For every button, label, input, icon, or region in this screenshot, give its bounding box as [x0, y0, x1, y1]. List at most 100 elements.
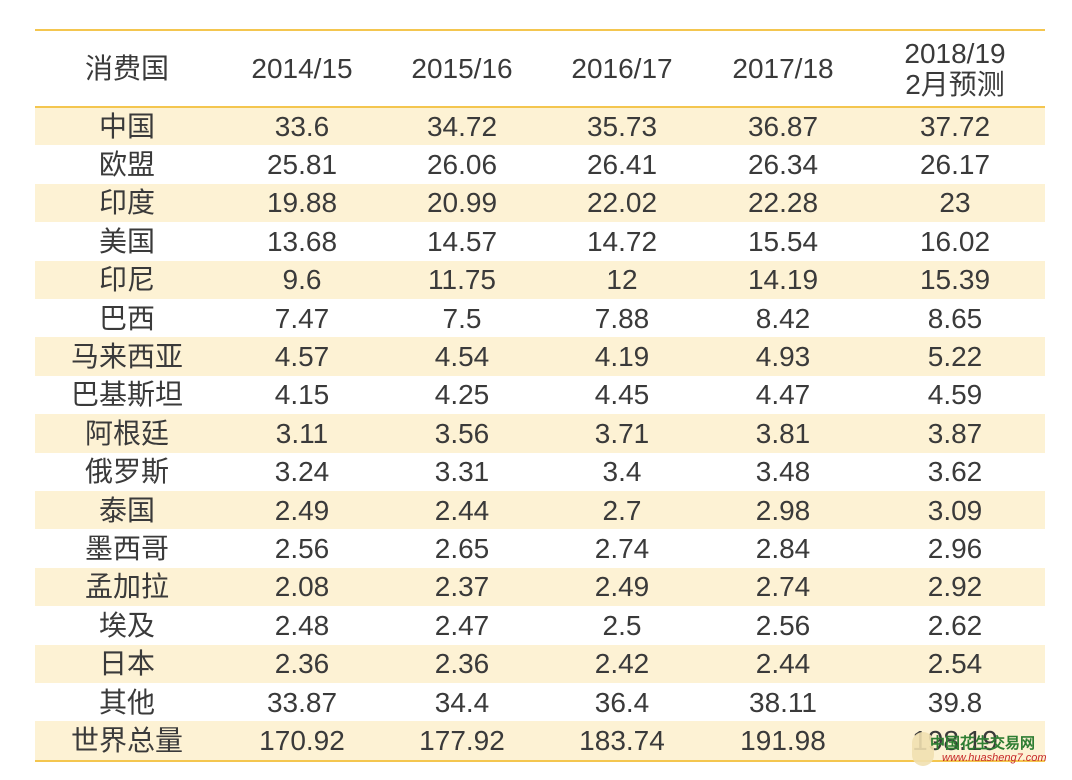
- table-row: 世界总量 170.92 177.92 183.74 191.98 198.19: [35, 721, 1045, 760]
- table-row: 美国 13.68 14.57 14.72 15.54 16.02: [35, 222, 1045, 260]
- value-cell: 2.7: [602, 494, 642, 526]
- value-cell: 37.72: [919, 110, 991, 142]
- table-row: 马来西亚 4.57 4.54 4.19 4.93 5.22: [35, 337, 1045, 376]
- value-cell: 177.92: [419, 725, 505, 757]
- value-cell: 2.36: [434, 648, 490, 680]
- table-row: 俄罗斯 3.24 3.31 3.4 3.48 3.62: [35, 453, 1045, 491]
- value-cell: 9.6: [282, 264, 322, 296]
- value-cell: 2.56: [274, 533, 330, 565]
- header-text: 2014/15: [251, 53, 353, 84]
- value-cell: 2.44: [434, 494, 490, 526]
- value-cell: 36.4: [594, 686, 650, 718]
- value-cell: 3.87: [927, 417, 983, 449]
- value-cell: 22.02: [586, 187, 658, 219]
- value-cell: 4.25: [434, 379, 490, 411]
- value-cell: 7.5: [442, 302, 482, 334]
- value-cell: 2.08: [274, 571, 330, 603]
- table-row: 孟加拉 2.08 2.37 2.49 2.74 2.92: [35, 567, 1045, 607]
- table-row: 泰国 2.49 2.44 2.7 2.98 3.09: [35, 491, 1045, 530]
- value-cell: 3.71: [594, 417, 650, 449]
- value-cell: 15.39: [919, 264, 991, 296]
- country-cell: 世界总量: [70, 725, 183, 757]
- header-row: 消费国 2014/15 2015/16 2016/17 2017/18 2018/19 2月…: [35, 30, 1045, 107]
- value-cell: 26.34: [747, 149, 819, 181]
- value-cell: 2.36: [274, 648, 330, 680]
- header-cell: 消费国: [47, 30, 207, 107]
- country-cell: 马来西亚: [70, 341, 183, 373]
- header-cell: 2016/17: [542, 30, 702, 107]
- value-cell: 25.81: [266, 149, 338, 181]
- value-cell: 170.92: [259, 725, 345, 757]
- value-cell: 26.06: [426, 149, 498, 181]
- header-text: 消费国: [84, 53, 169, 84]
- table-row: 其他 33.87 34.4 36.4 38.11 39.8: [35, 683, 1045, 721]
- value-cell: 34.4: [434, 686, 490, 718]
- country-cell: 印尼: [98, 264, 155, 296]
- header-border: [35, 106, 1045, 108]
- value-cell: 3.48: [755, 456, 811, 488]
- value-cell: 2.84: [755, 533, 811, 565]
- value-cell: 2.5: [602, 609, 642, 641]
- country-cell: 阿根廷: [84, 417, 169, 449]
- header-text: 2016/17: [571, 53, 673, 84]
- value-cell: 4.47: [755, 379, 811, 411]
- value-cell: 3.62: [927, 456, 983, 488]
- value-cell: 2.56: [755, 609, 811, 641]
- header-text: 2月预测: [905, 68, 1005, 100]
- watermark-name: 中国花生交易网: [930, 735, 1036, 752]
- value-cell: 183.74: [579, 725, 665, 757]
- table-row: 欧盟 25.81 26.06 26.41 26.34 26.17: [35, 145, 1045, 183]
- table-row: 中国 33.6 34.72 35.73 36.87 37.72: [35, 107, 1045, 146]
- value-cell: 7.88: [594, 302, 650, 334]
- country-cell: 印度: [98, 187, 155, 219]
- value-cell: 8.42: [755, 302, 811, 334]
- value-cell: 19.88: [266, 187, 338, 219]
- value-cell: 4.93: [755, 341, 811, 373]
- table-bottom-border: [35, 760, 1045, 762]
- value-cell: 2.47: [434, 609, 490, 641]
- table-row: 巴基斯坦 4.15 4.25 4.45 4.47 4.59: [35, 376, 1045, 414]
- value-cell: 2.37: [434, 571, 490, 603]
- value-cell: 2.44: [755, 648, 811, 680]
- watermark-url: www.huasheng7.com: [942, 752, 1047, 764]
- value-cell: 2.92: [927, 571, 983, 603]
- header-cell: 2014/15: [222, 30, 382, 107]
- value-cell: 3.24: [274, 456, 330, 488]
- value-cell: 2.74: [755, 571, 811, 603]
- table-row: 印度 19.88 20.99 22.02 22.28 23: [35, 183, 1045, 223]
- value-cell: 3.81: [755, 417, 811, 449]
- watermark-logo: [912, 732, 934, 766]
- value-cell: 7.47: [274, 302, 330, 334]
- country-cell: 欧盟: [98, 149, 155, 181]
- value-cell: 3.4: [602, 456, 642, 488]
- value-cell: 2.48: [274, 609, 330, 641]
- country-cell: 巴基斯坦: [70, 379, 183, 411]
- value-cell: 2.42: [594, 648, 650, 680]
- table-row: 墨西哥 2.56 2.65 2.74 2.84 2.96: [35, 529, 1045, 567]
- value-cell: 4.15: [274, 379, 330, 411]
- value-cell: 191.98: [740, 725, 826, 757]
- value-cell: 4.54: [434, 341, 490, 373]
- value-cell: 2.74: [594, 533, 650, 565]
- table-row: 印尼 9.6 11.75 12 14.19 15.39: [35, 260, 1045, 299]
- value-cell: 5.22: [927, 341, 983, 373]
- value-cell: 2.96: [927, 533, 983, 565]
- value-cell: 14.19: [747, 264, 819, 296]
- country-cell: 中国: [98, 110, 155, 142]
- country-cell: 美国: [98, 225, 155, 257]
- header-cell: 2017/18: [703, 30, 863, 107]
- country-cell: 墨西哥: [84, 533, 169, 565]
- value-cell: 2.49: [594, 571, 650, 603]
- value-cell: 20.99: [426, 187, 498, 219]
- country-cell: 埃及: [98, 609, 155, 641]
- table-row: 日本 2.36 2.36 2.42 2.44 2.54: [35, 644, 1045, 683]
- value-cell: 2.65: [434, 533, 490, 565]
- value-cell: 8.65: [927, 302, 983, 334]
- value-cell: 15.54: [747, 225, 819, 257]
- country-cell: 泰国: [98, 494, 155, 526]
- country-cell: 巴西: [98, 302, 155, 334]
- value-cell: 33.6: [274, 110, 330, 142]
- value-cell: 3.31: [434, 456, 490, 488]
- value-cell: 23: [939, 187, 971, 219]
- country-cell: 俄罗斯: [84, 456, 169, 488]
